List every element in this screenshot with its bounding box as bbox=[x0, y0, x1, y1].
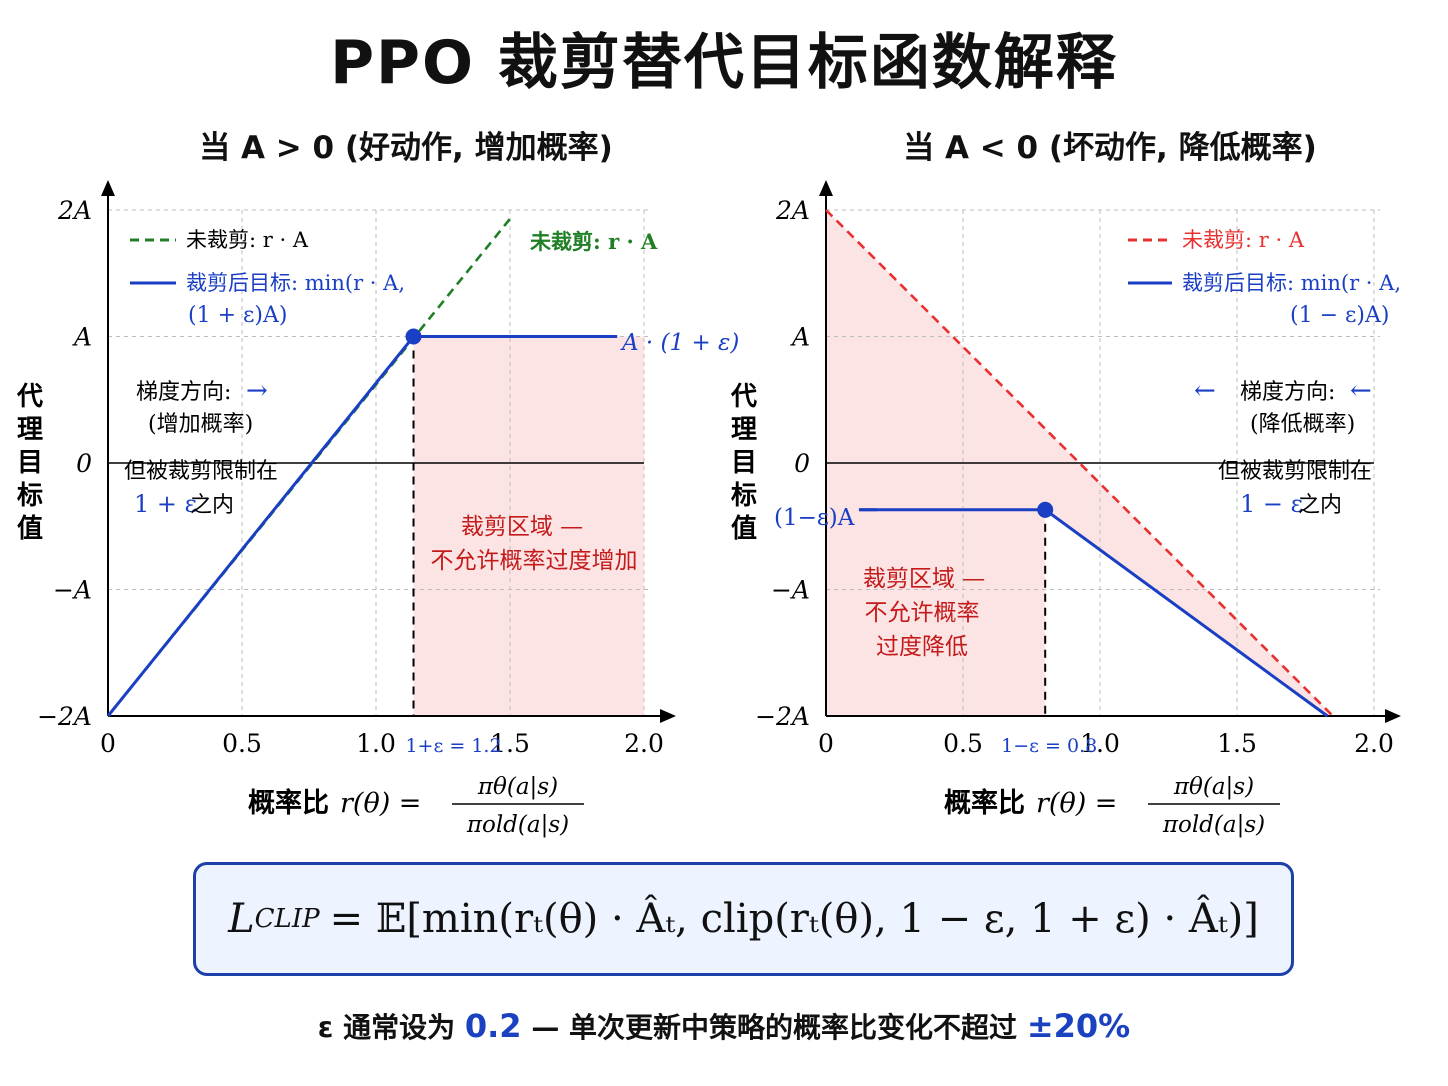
page-title: PPO 裁剪替代目标函数解释 bbox=[330, 28, 1118, 98]
footer-middle: — 单次更新中策略的概率比变化不超过 bbox=[531, 1011, 1018, 1044]
footer-prefix: ε 通常设为 bbox=[317, 1011, 456, 1044]
y-axis-label-char: 代 bbox=[730, 382, 757, 412]
legend-clipped-label-2: (1 − ε)A) bbox=[1290, 303, 1389, 328]
zero-note-2-math: 1 + ε bbox=[134, 490, 197, 518]
y-axis-label-char: 理 bbox=[17, 415, 43, 445]
clip-tick-label: 1+ε = 1.2 bbox=[405, 735, 501, 757]
y-tick-label: A bbox=[790, 323, 810, 352]
region-label-1: 裁剪区域 — bbox=[863, 566, 985, 592]
x-axis-label-prefix: 概率比 bbox=[944, 787, 1025, 819]
region-label-2: 不允许概率过度增加 bbox=[431, 548, 638, 574]
y-tick-label: 2A bbox=[775, 196, 810, 225]
gradient-arrow-right: ← bbox=[1350, 376, 1372, 406]
y-axis-label-char: 标 bbox=[731, 481, 757, 511]
gradient-sub: (降低概率) bbox=[1250, 412, 1355, 437]
legend-unclipped-label: 未裁剪: r · A bbox=[186, 228, 309, 252]
y-tick-label: 0 bbox=[794, 449, 810, 478]
y-axis-label-char: 目 bbox=[17, 448, 43, 478]
gradient-arrow-left: ← bbox=[1194, 376, 1216, 406]
legend-clipped-label-2: (1 + ε)A) bbox=[188, 303, 287, 328]
region-label-2: 不允许概率 bbox=[865, 600, 980, 626]
clip-point bbox=[405, 328, 422, 345]
zero-note-2-text: 之内 bbox=[1298, 493, 1342, 518]
clipped-region bbox=[413, 336, 644, 716]
gradient-arrow: → bbox=[246, 376, 268, 406]
x-tick-label: 1.0 bbox=[1080, 729, 1120, 758]
x-tick-label: 0.5 bbox=[222, 729, 262, 758]
x-axis-label-lhs: r(θ) = bbox=[340, 788, 421, 819]
x-axis-label-prefix: 概率比 bbox=[248, 787, 329, 819]
formula-rhs: = 𝔼[min(rₜ(θ) · Âₜ, clip(rₜ(θ), 1 − ε, 1… bbox=[329, 896, 1259, 942]
x-tick-label: 1.0 bbox=[356, 729, 396, 758]
y-tick-label: −A bbox=[771, 576, 810, 605]
legend-unclipped-label: 未裁剪: r · A bbox=[1182, 228, 1305, 252]
x-tick-label: 1.5 bbox=[490, 729, 530, 758]
y-tick-label: 0 bbox=[76, 449, 92, 478]
x-tick-label: 0 bbox=[818, 729, 834, 758]
x-tick-label: 0 bbox=[100, 729, 116, 758]
formula-lhs: L bbox=[228, 896, 255, 942]
y-axis-label-char: 代 bbox=[16, 382, 43, 412]
y-axis-label-char: 值 bbox=[17, 514, 43, 544]
formula-box: L CLIP = 𝔼[min(rₜ(θ) · Âₜ, clip(rₜ(θ), 1 … bbox=[193, 862, 1294, 976]
x-axis-label-num: πθ(a|s) bbox=[1173, 774, 1254, 800]
formula-lhs-sub: CLIP bbox=[254, 904, 320, 934]
x-axis-arrow bbox=[1385, 709, 1401, 723]
y-axis-label-char: 理 bbox=[731, 415, 757, 445]
right-panel-title: 当 A < 0 (坏动作, 降低概率) bbox=[903, 130, 1317, 166]
zero-note-2-text: 之内 bbox=[190, 493, 234, 518]
y-tick-label: −2A bbox=[37, 702, 92, 731]
x-axis-label-den: πold(a|s) bbox=[1162, 812, 1265, 838]
gradient-label: 梯度方向: bbox=[1240, 380, 1335, 405]
footer-percent: ±20% bbox=[1026, 1007, 1131, 1045]
y-axis-arrow bbox=[819, 180, 833, 196]
region-label-1: 裁剪区域 — bbox=[461, 514, 583, 540]
clip-tick-label: 1−ε = 0.8 bbox=[1001, 735, 1097, 757]
x-axis-label-num: πθ(a|s) bbox=[477, 774, 558, 800]
y-axis-label-char: 值 bbox=[731, 514, 757, 544]
region-label-3: 过度降低 bbox=[876, 634, 968, 660]
y-tick-label: 2A bbox=[57, 196, 92, 225]
clipped-line-label: A · (1 + ε) bbox=[620, 330, 739, 356]
clip-value-label: (1−ε)A bbox=[774, 505, 855, 531]
gradient-label: 梯度方向: bbox=[136, 380, 231, 405]
x-axis-label-lhs: r(θ) = bbox=[1036, 788, 1117, 819]
x-tick-label: 2.0 bbox=[1354, 729, 1394, 758]
y-tick-label: A bbox=[72, 323, 92, 352]
clip-point bbox=[1037, 501, 1054, 518]
left-panel-title: 当 A > 0 (好动作, 增加概率) bbox=[199, 130, 613, 166]
y-tick-label: −2A bbox=[755, 702, 810, 731]
legend-clipped-label-1: 裁剪后目标: min(r · A, bbox=[186, 271, 405, 295]
x-tick-label: 1.5 bbox=[1217, 729, 1257, 758]
y-axis-label-char: 目 bbox=[731, 448, 757, 478]
clip-objective-formula: L CLIP = 𝔼[min(rₜ(θ) · Âₜ, clip(rₜ(θ), 1 … bbox=[196, 865, 1291, 973]
legend-clipped-label-1: 裁剪后目标: min(r · A, bbox=[1182, 271, 1401, 295]
y-axis-arrow bbox=[101, 180, 115, 196]
unclipped-line-label: 未裁剪: r · A bbox=[530, 229, 658, 254]
x-tick-label: 0.5 bbox=[943, 729, 983, 758]
zero-note-1: 但被裁剪限制在 bbox=[1218, 459, 1372, 484]
gradient-sub: (增加概率) bbox=[148, 412, 253, 437]
zero-note-1: 但被裁剪限制在 bbox=[124, 459, 278, 484]
footer-eps-value: 0.2 bbox=[464, 1007, 522, 1045]
footer-note: ε 通常设为 0.2 — 单次更新中策略的概率比变化不超过 ±20% bbox=[0, 1006, 1448, 1046]
y-tick-label: −A bbox=[53, 576, 92, 605]
y-axis-label-char: 标 bbox=[17, 481, 43, 511]
x-tick-label: 2.0 bbox=[624, 729, 664, 758]
x-axis-label-den: πold(a|s) bbox=[466, 812, 569, 838]
x-axis-arrow bbox=[660, 709, 676, 723]
zero-note-2-math: 1 − ε bbox=[1240, 490, 1303, 518]
